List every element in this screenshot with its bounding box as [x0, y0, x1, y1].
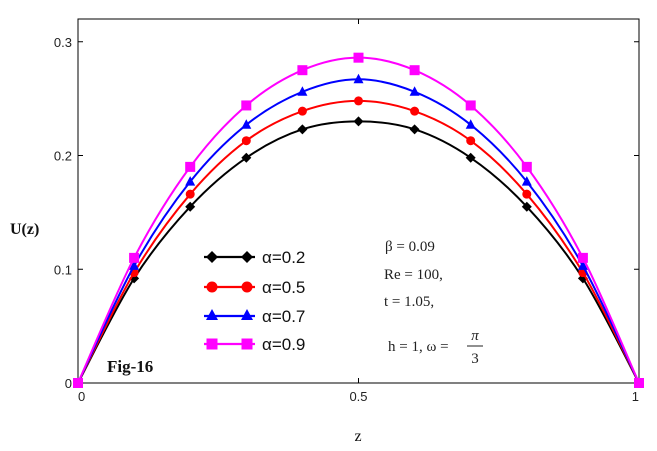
- y-tick-label: 0.3: [54, 35, 72, 50]
- data-point-square: [185, 161, 196, 172]
- legend-label-alpha-0-9: α=0.9: [262, 335, 305, 354]
- data-point-square: [409, 65, 420, 76]
- data-point-circle: [354, 96, 363, 106]
- data-point-square: [577, 252, 588, 263]
- series-layer: [73, 52, 644, 388]
- fig-label: Fig-16: [107, 357, 153, 376]
- param-pi: π: [471, 328, 479, 344]
- legend-marker-diamond: [206, 251, 218, 263]
- legend-item-alpha-0-5: α=0.5: [204, 278, 305, 297]
- data-point-triangle: [577, 260, 588, 270]
- y-tick-label: 0: [65, 376, 72, 391]
- plot-frame: [77, 18, 640, 384]
- data-point-triangle: [297, 86, 308, 96]
- x-tick-label: 0: [78, 389, 85, 404]
- param-re: Re = 100,: [384, 267, 443, 283]
- legend-marker-triangle: [241, 309, 253, 320]
- legend-label-alpha-0-2: α=0.2: [262, 248, 305, 267]
- data-point-diamond: [521, 201, 532, 212]
- legend-marker-triangle: [206, 309, 218, 320]
- data-point-diamond: [465, 152, 476, 163]
- ticks-layer: 0 0.5 1 0 0.1 0.2 0.3: [54, 19, 640, 404]
- x-tick-label: 1: [632, 389, 639, 404]
- legend-marker-square: [241, 338, 253, 350]
- data-point-diamond: [241, 152, 252, 163]
- parameter-annotation: β = 0.09 Re = 100, t = 1.05, h = 1, ω = …: [384, 239, 483, 367]
- legend: α=0.2 α=0.5 α=0.7 α=0.9: [204, 248, 305, 354]
- data-point-triangle: [465, 119, 476, 129]
- y-axis-label: U(z): [10, 221, 39, 238]
- legend-label-alpha-0-7: α=0.7: [262, 307, 305, 326]
- data-point-triangle: [521, 176, 532, 186]
- data-point-square: [353, 52, 364, 63]
- y-tick-label: 0.2: [54, 149, 72, 164]
- data-point-diamond: [297, 124, 308, 135]
- legend-item-alpha-0-9: α=0.9: [204, 335, 305, 354]
- data-point-circle: [185, 189, 195, 199]
- x-tick-label: 0.5: [349, 389, 367, 404]
- data-point-triangle: [409, 86, 420, 96]
- data-point-square: [297, 65, 308, 76]
- data-point-diamond: [185, 201, 196, 212]
- data-point-diamond: [353, 116, 364, 127]
- legend-marker-square: [206, 338, 218, 350]
- series-4: [73, 52, 644, 388]
- data-point-square: [521, 161, 532, 172]
- legend-item-alpha-0-7: α=0.7: [204, 307, 305, 326]
- data-point-square: [465, 100, 476, 111]
- data-point-square: [129, 252, 140, 263]
- data-point-square: [634, 378, 644, 388]
- data-point-circle: [522, 189, 532, 199]
- data-point-square: [241, 100, 252, 111]
- data-point-diamond: [409, 124, 420, 135]
- data-point-circle: [466, 136, 476, 146]
- legend-marker-diamond: [241, 251, 253, 263]
- data-point-circle: [241, 136, 251, 146]
- param-beta: β = 0.09: [385, 239, 435, 255]
- x-axis-label: z: [354, 428, 361, 445]
- data-point-triangle: [129, 260, 140, 270]
- legend-marker-circle: [206, 281, 218, 293]
- data-point-triangle: [353, 73, 364, 84]
- legend-marker-circle: [241, 281, 253, 293]
- y-tick-label: 0.1: [54, 262, 72, 277]
- data-point-triangle: [185, 176, 196, 186]
- data-point-triangle: [241, 119, 252, 129]
- param-t: t = 1.05,: [384, 294, 434, 310]
- data-point-circle: [410, 106, 420, 116]
- legend-label-alpha-0-5: α=0.5: [262, 278, 305, 297]
- data-point-circle: [297, 106, 307, 116]
- data-point-square: [73, 378, 83, 388]
- param-h-omega: h = 1, ω =: [388, 339, 449, 355]
- param-three: 3: [471, 351, 479, 367]
- legend-item-alpha-0-2: α=0.2: [204, 248, 305, 267]
